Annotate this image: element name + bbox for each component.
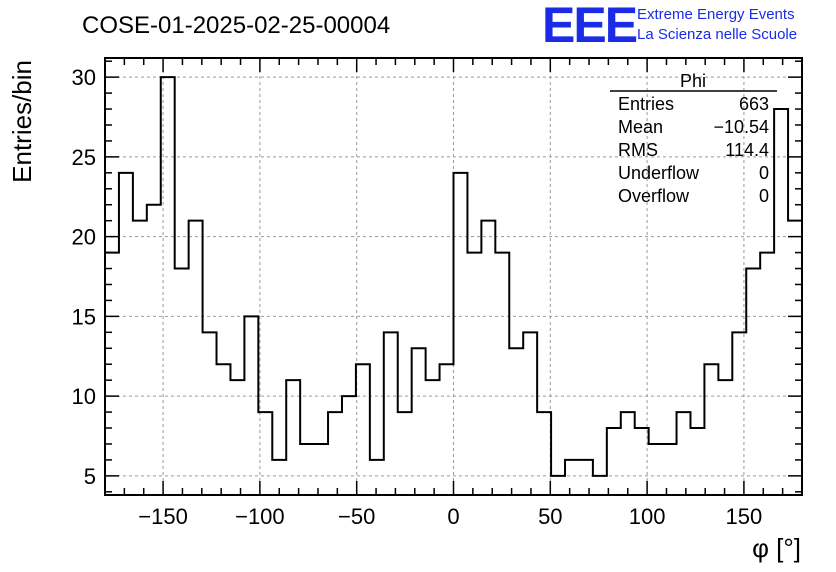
y-tick-label: 5 <box>84 464 96 489</box>
x-tick-label: −150 <box>138 504 188 529</box>
stats-label-mean: Mean <box>618 117 663 137</box>
x-axis-label: φ [°] <box>752 533 801 563</box>
x-tick-labels: −150 −100 −50 0 50 100 150 <box>138 504 762 529</box>
stats-value-underflow: 0 <box>759 163 769 183</box>
eee-logo-line2: La Scienza nelle Scuole <box>637 26 797 43</box>
stats-value-overflow: 0 <box>759 186 769 206</box>
axis-ticks <box>105 58 802 495</box>
stats-name: Phi <box>680 71 706 91</box>
x-tick-label: 50 <box>538 504 562 529</box>
y-tick-labels: 5 10 15 20 25 30 <box>72 65 96 489</box>
stats-value-entries: 663 <box>739 94 769 114</box>
stats-label-overflow: Overflow <box>618 186 690 206</box>
stats-value-rms: 114.4 <box>725 140 769 160</box>
y-tick-label: 10 <box>72 384 96 409</box>
stats-value-mean: −10.54 <box>713 117 769 137</box>
stats-box: Phi Entries 663 Mean −10.54 RMS 114.4 Un… <box>610 71 777 206</box>
x-tick-label: 100 <box>629 504 666 529</box>
x-tick-label: −50 <box>338 504 375 529</box>
y-axis-label: Entries/bin <box>7 60 37 183</box>
eee-logo: EEE Extreme Energy Events La Scienza nel… <box>542 0 797 53</box>
eee-logo-line1: Extreme Energy Events <box>637 6 795 23</box>
stats-label-rms: RMS <box>618 140 658 160</box>
x-tick-label: 0 <box>447 504 459 529</box>
stats-label-underflow: Underflow <box>618 163 700 183</box>
x-tick-label: −100 <box>235 504 285 529</box>
eee-logo-mark: EEE <box>542 0 637 53</box>
histogram-line <box>105 76 802 477</box>
x-tick-label: 150 <box>726 504 763 529</box>
y-tick-label: 30 <box>72 65 96 90</box>
chart-title: COSE-01-2025-02-25-00004 <box>82 12 390 39</box>
y-tick-label: 15 <box>72 304 96 329</box>
stats-label-entries: Entries <box>618 94 674 114</box>
y-tick-label: 25 <box>72 145 96 170</box>
y-tick-label: 20 <box>72 225 96 250</box>
